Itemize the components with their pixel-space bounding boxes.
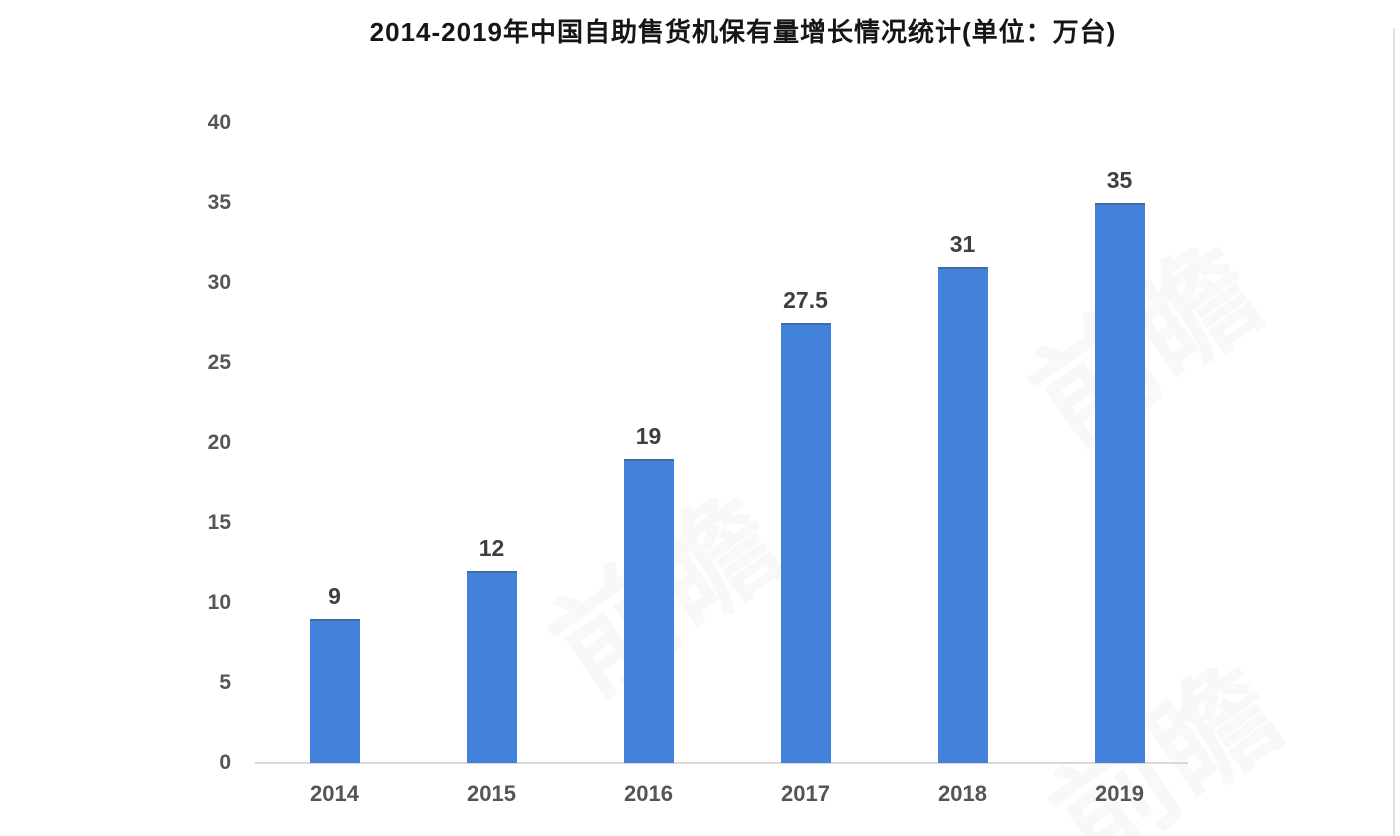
x-axis-label: 2019	[1095, 781, 1144, 806]
y-tick-label: 0	[219, 751, 231, 774]
bar	[623, 459, 674, 763]
y-tick-label: 20	[207, 431, 231, 454]
y-tick-label: 35	[207, 191, 231, 214]
x-axis-label: 2014	[310, 781, 359, 806]
bar-value-label: 19	[635, 423, 662, 449]
bar-value-label: 12	[478, 535, 505, 561]
bar	[780, 323, 831, 763]
y-tick-label: 15	[207, 511, 231, 534]
y-tick-label: 40	[207, 111, 231, 134]
x-axis-label: 2016	[624, 781, 673, 806]
y-tick-label: 5	[219, 671, 231, 694]
y-tick-label: 10	[207, 591, 231, 614]
chart-title: 2014-2019年中国自助售货机保有量增长情况统计(单位：万台)	[369, 17, 1117, 47]
x-axis-label: 2018	[938, 781, 987, 806]
y-tick-label: 25	[207, 351, 231, 374]
bar	[1094, 203, 1145, 763]
bar-value-label: 9	[328, 583, 341, 609]
y-tick-label: 30	[207, 271, 231, 294]
bar	[937, 267, 988, 763]
right-edge-line	[1393, 28, 1395, 836]
bar	[466, 571, 517, 763]
bar-value-label: 35	[1106, 167, 1133, 193]
x-axis-label: 2015	[467, 781, 516, 806]
bar-value-label: 31	[949, 231, 976, 257]
x-axis-label: 2017	[781, 781, 830, 806]
bar-value-label: 27.5	[783, 287, 828, 313]
x-axis-line	[255, 762, 1188, 764]
bar	[309, 619, 360, 763]
